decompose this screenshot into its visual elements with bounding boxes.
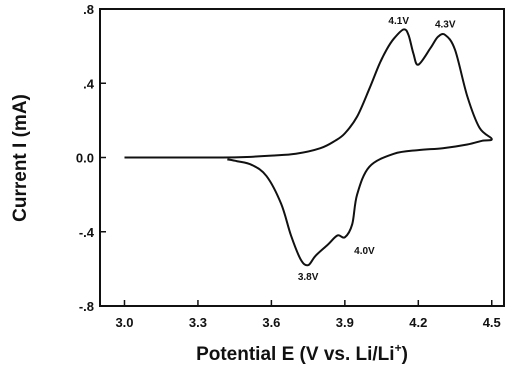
y-tick-label: .8	[83, 2, 94, 17]
peak-annotation: 4.0V	[354, 246, 375, 257]
y-tick-label: -.8	[79, 299, 94, 314]
x-tick-label: 3.6	[262, 315, 280, 330]
x-tick-label: 3.9	[336, 315, 354, 330]
x-axis-ticks: 3.0 3.3 3.6 3.9 4.2 4.5	[115, 300, 501, 330]
cv-curve	[124, 28, 493, 267]
y-axis-ticks: .8 .4 0.0 -.4 -.8	[76, 2, 106, 314]
x-tick-label: 4.2	[409, 315, 427, 330]
peak-annotation: 4.1V	[388, 16, 409, 27]
x-tick-label: 3.3	[189, 315, 207, 330]
x-axis-label-close: )	[402, 344, 408, 365]
x-axis-label-main: Potential E (V vs. Li/Li	[196, 344, 394, 365]
peak-annotations: 4.1V 4.3V 3.8V 4.0V	[298, 16, 456, 283]
y-tick-label: 0.0	[76, 151, 94, 166]
y-tick-label: -.4	[79, 225, 95, 240]
peak-annotation: 4.3V	[435, 20, 456, 31]
x-tick-label: 3.0	[115, 315, 133, 330]
y-axis-label: Current I (mA)	[10, 94, 31, 222]
x-axis-label-superscript: +	[395, 341, 402, 355]
y-tick-label: .4	[83, 76, 95, 91]
peak-annotation: 3.8V	[298, 272, 319, 283]
x-tick-label: 4.5	[483, 315, 501, 330]
x-axis-label: Potential E (V vs. Li/Li+)	[196, 341, 408, 365]
